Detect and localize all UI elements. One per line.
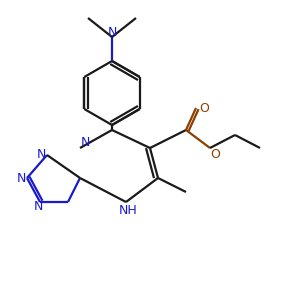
Text: N: N <box>16 171 26 184</box>
Text: O: O <box>199 102 209 114</box>
Text: NH: NH <box>119 204 137 217</box>
Text: N: N <box>33 201 43 213</box>
Text: O: O <box>210 149 220 162</box>
Text: N: N <box>107 25 117 39</box>
Text: N: N <box>80 136 90 149</box>
Text: N: N <box>36 149 46 162</box>
